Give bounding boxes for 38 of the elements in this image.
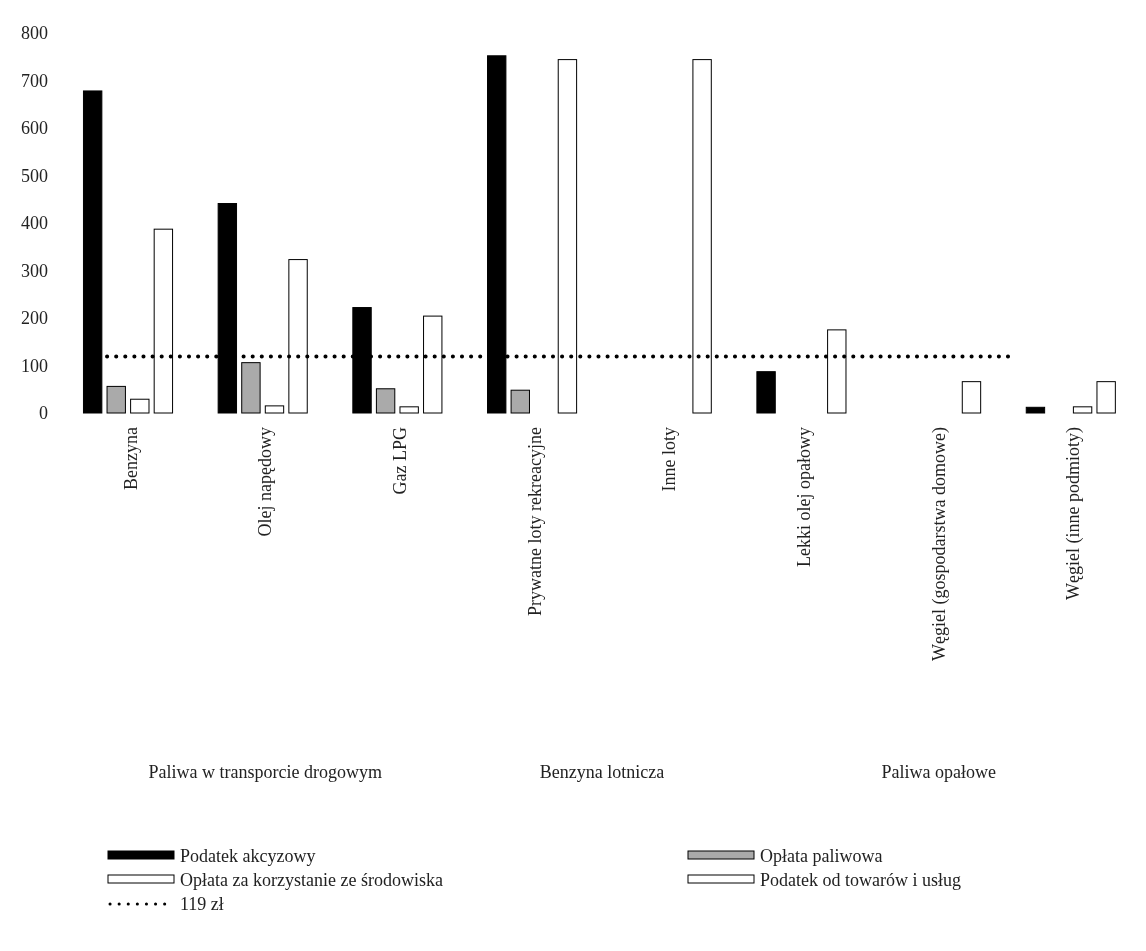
bar <box>1072 406 1093 414</box>
bar <box>1025 406 1046 414</box>
y-tick-label: 0 <box>39 403 48 423</box>
x-tick-label: Lekki olej opałowy <box>794 427 815 567</box>
y-tick-label: 800 <box>21 23 48 43</box>
y-tick-label: 600 <box>21 118 48 138</box>
bar <box>510 389 530 414</box>
y-tick-label: 500 <box>21 165 48 186</box>
x-tick-label: Węgiel (inne podmioty) <box>1063 427 1085 600</box>
bar <box>399 406 419 414</box>
x-tick-label: Prywatne loty rekreacyjne <box>524 426 545 616</box>
legend-label: Podatek akcyzowy <box>180 846 316 866</box>
y-tick-label: 700 <box>21 70 48 91</box>
y-tick-label: 300 <box>21 260 48 281</box>
bar <box>1096 381 1116 414</box>
x-tick-label: Węgiel (gospodarstwa domowe) <box>928 427 950 661</box>
x-tick-label: Benzyna <box>120 427 141 490</box>
x-tick-label: Olej napędowy <box>255 427 276 537</box>
legend-label: Podatek od towarów i usług <box>760 870 961 890</box>
bar <box>130 398 150 414</box>
x-tick-label: Gaz LPG <box>389 427 410 495</box>
legend-label: 119 zł <box>180 894 224 914</box>
x-tick-label: Inne loty <box>659 427 680 492</box>
y-tick-label: 400 <box>21 213 48 233</box>
text: Benzyna lotnicza <box>539 762 665 782</box>
bar <box>375 388 396 414</box>
bar <box>106 385 126 414</box>
text: Paliwa opałowe <box>881 762 996 782</box>
bar <box>82 90 103 414</box>
bar <box>264 405 285 414</box>
y-tick-label: 200 <box>21 308 48 328</box>
bar <box>241 362 261 414</box>
y-tick-label: 100 <box>21 355 48 376</box>
legend-label: Opłata za korzystanie ze środowiska <box>180 870 443 890</box>
text: Paliwa w transporcie drogowym <box>148 762 383 782</box>
bar <box>961 381 982 414</box>
legend-label: Opłata paliwowa <box>760 846 883 866</box>
bar <box>756 371 776 414</box>
